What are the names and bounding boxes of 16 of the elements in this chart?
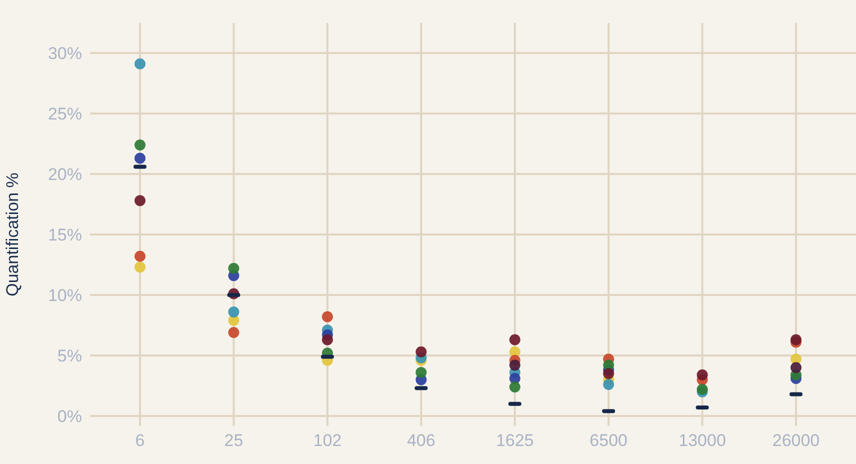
x-tick-label: 406 <box>406 431 436 450</box>
y-tick-label: 10% <box>48 286 82 305</box>
y-axis-title: Quantification % <box>3 172 22 296</box>
y-tick-label: 25% <box>48 104 82 124</box>
x-tick-label: 25 <box>224 431 244 450</box>
x-tick-label: 13000 <box>678 431 726 450</box>
y-tick-label: 20% <box>48 164 82 184</box>
x-tick-label: 1625 <box>496 431 534 450</box>
x-tick-label: 6 <box>135 431 145 450</box>
y-tick-label: 15% <box>48 225 82 244</box>
x-tick-label: 6500 <box>590 431 628 450</box>
y-tick-label: 5% <box>57 346 82 366</box>
y-tick-label: 0% <box>57 406 82 426</box>
y-tick-label: 30% <box>48 44 82 63</box>
x-tick-label: 26000 <box>772 431 820 450</box>
x-tick-label: 102 <box>313 431 342 450</box>
